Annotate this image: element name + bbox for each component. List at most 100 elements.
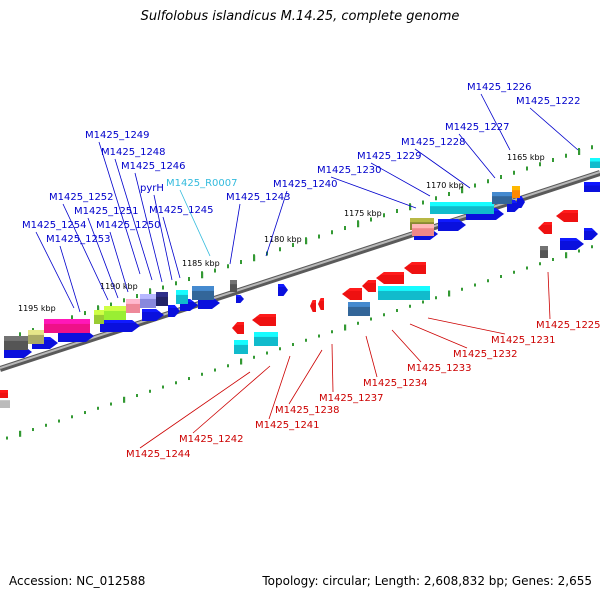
tick-mark	[84, 311, 86, 315]
tick-mark	[292, 343, 294, 347]
gene-label: M1425_1230	[317, 165, 382, 176]
tick-mark	[253, 254, 255, 261]
gene-arrow-shine	[438, 219, 462, 222]
tick-mark	[253, 355, 255, 359]
gene-label: M1425_1229	[357, 151, 422, 162]
gene-label: M1425_1244	[126, 449, 191, 460]
leader-line	[391, 329, 422, 363]
leader-line	[153, 194, 173, 281]
tick-mark	[591, 245, 593, 249]
gene-arrow-shine	[408, 262, 426, 265]
tick-mark	[97, 305, 99, 312]
tick-mark	[279, 347, 281, 351]
tick-mark	[227, 364, 229, 368]
gene-arrow-shine	[100, 320, 136, 323]
leader-line	[134, 172, 163, 283]
gene-label: M1425_1249	[85, 130, 150, 141]
gene-label: M1425_1240	[273, 179, 338, 190]
tick-mark	[188, 377, 190, 381]
gene-arrow-shine	[236, 295, 243, 297]
tick-mark	[175, 381, 177, 385]
gene-box-shine	[412, 224, 434, 229]
tick-mark	[331, 230, 333, 234]
tick-mark	[240, 358, 243, 365]
leader-line	[35, 231, 75, 309]
gene-label: M1425_1238	[275, 405, 340, 416]
kbp-label: 1165 kbp	[507, 153, 545, 162]
tick-mark	[227, 264, 229, 268]
tick-mark	[97, 406, 99, 410]
backbone-highlight	[0, 171, 600, 369]
tick-mark	[435, 196, 437, 200]
tick-mark	[201, 372, 203, 376]
gene-arrow-shine	[560, 238, 580, 241]
tick-mark	[513, 170, 515, 174]
tick-marks	[6, 145, 593, 440]
tick-mark	[422, 200, 424, 204]
tick-mark	[84, 411, 86, 415]
gene-label: M1425_1227	[445, 122, 510, 133]
gene-label: M1425_1250	[96, 220, 161, 231]
tick-mark	[32, 328, 34, 332]
tick-mark	[500, 175, 502, 178]
gene-box	[230, 280, 237, 292]
gene-label: M1425_1254	[22, 220, 87, 231]
gene-box-shine	[378, 286, 430, 291]
label-leaders	[35, 93, 579, 449]
tick-mark	[578, 249, 580, 253]
tick-mark	[292, 243, 294, 247]
gene-box	[540, 246, 548, 258]
gene-arrow-shine	[319, 298, 324, 301]
kbp-label: 1185 kbp	[182, 259, 220, 268]
leader-line	[98, 141, 141, 275]
gene-label: M1425_R0007	[166, 178, 237, 189]
gene-box	[0, 390, 8, 398]
tick-mark	[32, 428, 34, 432]
leader-line	[179, 189, 211, 257]
tick-mark	[162, 385, 164, 389]
gene-box-shine	[590, 158, 600, 162]
gene-arrow-shine	[278, 284, 286, 287]
leader-line	[162, 216, 181, 279]
genome-summary-text: Topology: circular; Length: 2,608,832 bp…	[262, 574, 592, 588]
gene-arrow-shine	[541, 222, 552, 225]
kbp-label: 1175 kbp	[344, 209, 382, 218]
gene-box-shine	[348, 302, 370, 307]
leader-line	[114, 158, 153, 281]
tick-mark	[578, 147, 580, 154]
leader-line	[109, 231, 129, 293]
leader-line	[331, 343, 334, 393]
gene-box-shine	[0, 396, 10, 401]
gene-label: M1425_1234	[363, 378, 428, 389]
gene-box-shine	[540, 246, 548, 251]
leader-line	[458, 133, 496, 179]
gene-box	[0, 396, 10, 408]
tick-mark	[123, 298, 125, 302]
tick-mark	[136, 394, 138, 398]
tick-mark	[396, 209, 398, 213]
leader-line	[192, 365, 271, 434]
gene-box-shine	[126, 299, 140, 304]
tick-mark	[110, 402, 112, 406]
gene-arrow-shine	[584, 228, 595, 231]
gene-label: M1425_1233	[407, 363, 472, 374]
tick-mark	[123, 396, 126, 403]
gene-arrow-shine	[256, 314, 276, 317]
tick-mark	[448, 290, 451, 297]
gene-box	[590, 158, 600, 168]
tick-mark	[474, 183, 476, 187]
gene-label: M1425_1232	[453, 349, 518, 360]
gene-features	[0, 158, 600, 408]
leader-line	[480, 93, 511, 151]
tick-mark	[474, 283, 476, 287]
tick-mark	[214, 368, 216, 372]
leader-line	[529, 107, 579, 151]
tick-mark	[110, 302, 112, 306]
tick-mark	[383, 213, 385, 217]
tick-mark	[136, 294, 138, 298]
tick-mark	[513, 270, 515, 274]
tick-mark	[19, 430, 22, 437]
gene-label: M1425_1231	[491, 335, 556, 346]
gene-arrow-shine	[380, 272, 404, 275]
gene-label: M1425_1253	[46, 234, 111, 245]
